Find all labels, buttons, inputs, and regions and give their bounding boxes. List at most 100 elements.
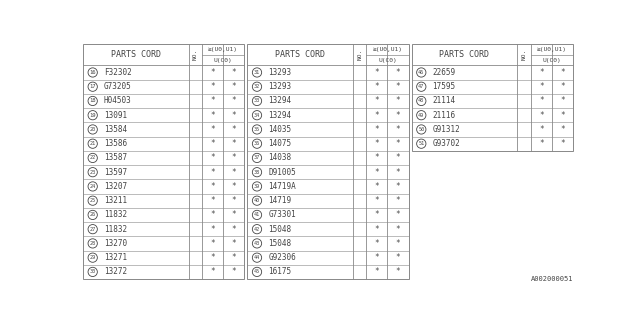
Text: 13587: 13587 [104,154,127,163]
Text: 31: 31 [254,70,260,75]
Text: *: * [211,196,215,205]
Text: *: * [232,154,236,163]
Circle shape [88,139,97,148]
Circle shape [252,225,262,234]
Circle shape [88,267,97,276]
Text: *: * [232,139,236,148]
Text: 50: 50 [418,127,424,132]
Text: H04503: H04503 [104,96,132,106]
Text: *: * [374,268,380,276]
Text: 13597: 13597 [104,168,127,177]
Text: *: * [374,239,380,248]
Text: *: * [396,139,401,148]
Circle shape [252,96,262,106]
Text: U(C0): U(C0) [214,58,232,63]
Circle shape [252,139,262,148]
Text: *: * [374,111,380,120]
Text: *: * [232,111,236,120]
Circle shape [88,111,97,120]
Circle shape [417,111,426,120]
Text: *: * [396,68,401,77]
Text: 51: 51 [418,141,424,146]
Text: *: * [211,82,215,91]
Text: 14719: 14719 [268,196,291,205]
Text: 36: 36 [254,141,260,146]
Text: *: * [211,211,215,220]
Text: 13207: 13207 [104,182,127,191]
Text: 15048: 15048 [268,225,291,234]
Text: *: * [396,225,401,234]
Circle shape [417,139,426,148]
Text: *: * [539,125,543,134]
Circle shape [88,253,97,262]
Text: *: * [211,68,215,77]
Text: 13271: 13271 [104,253,127,262]
Text: *: * [396,253,401,262]
Text: 14038: 14038 [268,154,291,163]
Text: 38: 38 [254,170,260,175]
Text: 13293: 13293 [268,82,291,91]
Text: *: * [396,154,401,163]
Text: 32: 32 [254,84,260,89]
Text: *: * [539,139,543,148]
Text: *: * [232,211,236,220]
Circle shape [417,82,426,91]
Text: *: * [211,139,215,148]
Text: 19: 19 [90,113,96,118]
Text: *: * [374,168,380,177]
Text: *: * [560,125,564,134]
Text: *: * [374,68,380,77]
Text: 14035: 14035 [268,125,291,134]
Text: *: * [396,111,401,120]
Text: *: * [396,96,401,106]
Text: 43: 43 [254,241,260,246]
Text: 21116: 21116 [433,111,456,120]
Text: 13294: 13294 [268,96,291,106]
Text: *: * [396,182,401,191]
Text: G92306: G92306 [268,253,296,262]
Text: *: * [211,168,215,177]
Text: NO.: NO. [357,49,362,60]
Text: 28: 28 [90,241,96,246]
Text: G91312: G91312 [433,125,460,134]
Text: PARTS CORD: PARTS CORD [111,50,161,59]
Text: *: * [560,68,564,77]
Text: *: * [539,82,543,91]
Text: *: * [211,125,215,134]
Text: 29: 29 [90,255,96,260]
Circle shape [88,68,97,77]
Text: 14075: 14075 [268,139,291,148]
Text: 30: 30 [90,269,96,275]
Circle shape [417,125,426,134]
Text: 44: 44 [254,255,260,260]
Bar [248,44,408,279]
Circle shape [252,239,262,248]
Text: 27: 27 [90,227,96,232]
Text: F32302: F32302 [104,68,132,77]
Text: *: * [560,139,564,148]
Text: G73301: G73301 [268,211,296,220]
Text: *: * [211,253,215,262]
Text: 26: 26 [90,212,96,217]
Text: A002000051: A002000051 [531,276,573,283]
Text: *: * [374,196,380,205]
Circle shape [252,68,262,77]
Text: *: * [211,182,215,191]
Text: U(C0): U(C0) [378,58,397,63]
Text: *: * [232,82,236,91]
Circle shape [417,68,426,77]
Text: 13586: 13586 [104,139,127,148]
Bar [83,44,244,279]
Text: 25: 25 [90,198,96,203]
Text: 17: 17 [90,84,96,89]
Circle shape [88,210,97,220]
Text: 22: 22 [90,156,96,160]
Text: 21114: 21114 [433,96,456,106]
Text: 23: 23 [90,170,96,175]
Text: *: * [374,125,380,134]
Circle shape [88,182,97,191]
Text: 42: 42 [254,227,260,232]
Text: *: * [232,182,236,191]
Circle shape [88,196,97,205]
Text: ≥(U0,U1): ≥(U0,U1) [208,47,238,52]
